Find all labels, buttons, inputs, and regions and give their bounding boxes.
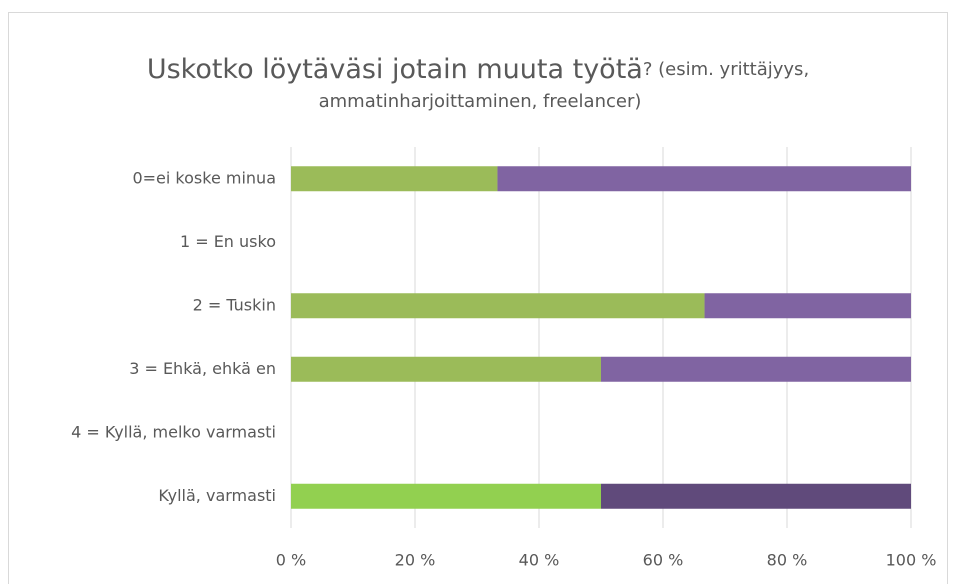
x-tick-label: 100 % <box>886 551 937 570</box>
x-tick-label: 0 % <box>276 551 306 570</box>
subtitle-line: ? (esim. yrittäjyys, <box>643 59 809 80</box>
bar-segment <box>291 166 498 192</box>
chart-title: Uskotko löytäväsi jotain muuta työtä? (e… <box>147 54 809 85</box>
x-tick-label: 80 % <box>767 551 808 570</box>
bar-segment <box>601 483 911 509</box>
bar-segment <box>291 356 601 382</box>
title-main: Uskotko löytäväsi jotain muuta työtä <box>147 54 643 85</box>
y-tick-label: 2 = Tuskin <box>193 295 276 314</box>
x-tick-label: 40 % <box>519 551 560 570</box>
bar-segment <box>704 293 911 319</box>
y-tick-label: 4 = Kyllä, melko varmasti <box>71 422 276 441</box>
y-tick-label: 0=ei koske minua <box>132 168 276 187</box>
bar-segment <box>291 483 601 509</box>
subtitle-line: ammatinharjoittaminen, freelancer) <box>319 91 642 112</box>
bar-segment <box>291 293 705 319</box>
x-tick-label: 60 % <box>643 551 684 570</box>
bar-segment <box>601 356 911 382</box>
y-tick-label: 1 = En usko <box>180 232 276 251</box>
y-tick-label: Kyllä, varmasti <box>158 486 276 505</box>
bar-segment <box>497 166 911 192</box>
x-tick-label: 20 % <box>395 551 436 570</box>
y-tick-label: 3 = Ehkä, ehkä en <box>129 359 276 378</box>
